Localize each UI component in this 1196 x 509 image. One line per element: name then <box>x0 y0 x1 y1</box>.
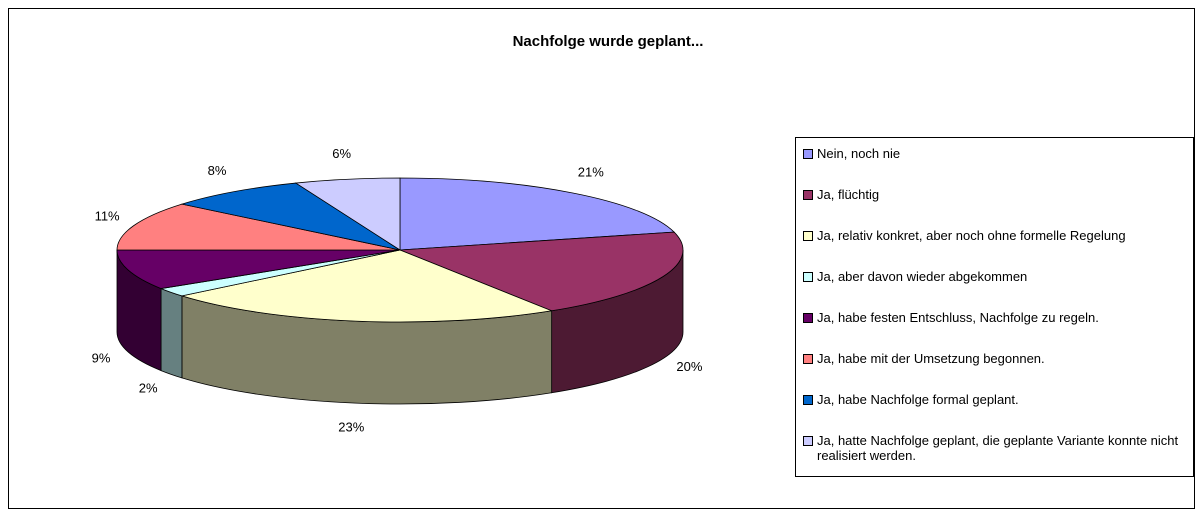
slice-side <box>160 287 183 379</box>
legend-swatch <box>803 272 813 282</box>
slice <box>399 177 676 251</box>
data-label: 21% <box>578 165 604 180</box>
slice <box>294 177 401 251</box>
slice <box>180 249 554 323</box>
data-label: 9% <box>92 351 111 366</box>
legend-item: Nein, noch nie <box>803 146 1193 161</box>
legend-swatch <box>803 190 813 200</box>
slice <box>116 203 401 251</box>
data-label: 20% <box>676 359 702 374</box>
legend-label: Ja, hatte Nachfolge geplant, die geplant… <box>817 433 1179 463</box>
legend-item: Ja, flüchtig <box>803 187 1193 202</box>
slice <box>116 249 401 289</box>
data-label: 23% <box>338 419 364 434</box>
slice <box>180 182 401 251</box>
legend-swatch <box>803 395 813 405</box>
legend-item: Ja, habe mit der Umsetzung begonnen. <box>803 351 1193 366</box>
slice <box>399 231 684 312</box>
legend-label: Ja, habe festen Entschluss, Nachfolge zu… <box>817 310 1099 325</box>
legend-label: Ja, aber davon wieder abgekommen <box>817 269 1028 284</box>
chart-title: Nachfolge wurde geplant... <box>513 33 704 50</box>
legend-label: Ja, habe mit der Umsetzung begonnen. <box>817 351 1045 366</box>
legend-item: Ja, hatte Nachfolge geplant, die geplant… <box>803 433 1193 463</box>
data-label: 8% <box>208 163 227 178</box>
data-label: 2% <box>139 381 158 396</box>
data-label: 6% <box>332 146 351 161</box>
legend-label: Ja, flüchtig <box>817 187 880 202</box>
legend-label: Ja, relativ konkret, aber noch ohne form… <box>817 228 1126 243</box>
legend: Nein, noch nie Ja, flüchtig Ja, relativ ko… <box>795 137 1194 477</box>
legend-item: Ja, relativ konkret, aber noch ohne form… <box>803 228 1193 243</box>
legend-swatch <box>803 231 813 241</box>
legend-swatch <box>803 354 813 364</box>
legend-item: Ja, habe Nachfolge formal geplant. <box>803 392 1193 407</box>
legend-item: Ja, aber davon wieder abgekommen <box>803 269 1193 284</box>
side-walls <box>116 249 684 405</box>
legend-swatch <box>803 313 813 323</box>
legend-label: Nein, noch nie <box>817 146 901 161</box>
legend-swatch <box>803 149 813 159</box>
legend-item: Ja, habe festen Entschluss, Nachfolge zu… <box>803 310 1193 325</box>
legend-label: Ja, habe Nachfolge formal geplant. <box>817 392 1019 407</box>
data-label: 11% <box>95 209 120 224</box>
legend-swatch <box>803 436 813 446</box>
